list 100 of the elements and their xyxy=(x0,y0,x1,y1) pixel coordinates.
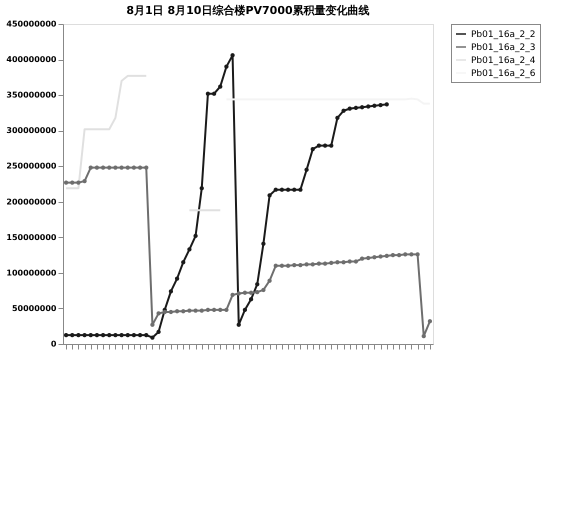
y-tick-label: 450000000 xyxy=(6,20,57,28)
point xyxy=(316,262,322,266)
point xyxy=(193,308,198,313)
point xyxy=(267,278,272,283)
point xyxy=(372,104,377,108)
point xyxy=(255,290,260,294)
y-tick-label: 0 xyxy=(50,340,57,348)
point xyxy=(428,319,432,324)
point xyxy=(218,308,222,312)
point xyxy=(329,143,334,148)
point xyxy=(126,166,130,170)
point xyxy=(360,256,364,261)
point xyxy=(298,188,303,192)
point xyxy=(329,260,334,266)
point xyxy=(248,297,254,302)
point xyxy=(384,254,389,258)
point xyxy=(354,259,358,264)
point xyxy=(341,108,346,113)
point xyxy=(298,262,303,268)
point xyxy=(322,262,328,266)
point xyxy=(261,288,266,292)
point xyxy=(156,330,161,334)
point xyxy=(144,332,148,338)
chart-title: 8月1日 8月10日综合楼PV7000累积量变化曲线 xyxy=(126,4,370,17)
point xyxy=(70,332,74,338)
point xyxy=(341,260,346,264)
point xyxy=(230,53,235,58)
point xyxy=(94,332,100,338)
point xyxy=(280,188,284,192)
point xyxy=(335,260,340,264)
y-tick-label: 400000000 xyxy=(6,55,57,64)
point xyxy=(304,262,309,266)
point xyxy=(403,252,408,257)
point xyxy=(113,166,118,170)
point xyxy=(82,179,87,184)
point xyxy=(82,332,87,338)
point xyxy=(224,308,229,312)
point xyxy=(409,252,414,257)
point xyxy=(181,260,186,264)
point xyxy=(354,106,358,110)
point xyxy=(335,116,340,120)
point xyxy=(132,166,136,170)
point xyxy=(144,166,148,170)
point xyxy=(107,166,112,170)
point xyxy=(150,322,155,327)
point xyxy=(372,255,377,260)
point xyxy=(348,106,352,111)
point xyxy=(200,308,204,313)
point xyxy=(248,290,254,295)
legend-label: Pb01_16a_2_3 xyxy=(471,43,536,53)
point xyxy=(119,332,124,338)
point xyxy=(181,309,186,314)
y-tick-label: 200000000 xyxy=(6,197,57,206)
point xyxy=(156,311,161,316)
point xyxy=(168,310,174,314)
point xyxy=(174,276,180,281)
point xyxy=(64,332,68,338)
point xyxy=(212,92,216,96)
point xyxy=(94,166,100,170)
y-tick-label: 150000000 xyxy=(6,232,57,242)
point xyxy=(396,252,402,258)
point xyxy=(132,332,136,338)
point xyxy=(236,322,241,327)
point xyxy=(206,92,210,96)
point xyxy=(88,332,93,338)
point xyxy=(218,84,222,89)
point xyxy=(88,166,93,170)
point xyxy=(126,332,130,338)
point xyxy=(390,252,396,258)
point xyxy=(378,102,383,108)
point xyxy=(286,264,290,268)
point xyxy=(150,335,155,340)
y-tick-label: 250000000 xyxy=(6,162,57,171)
point xyxy=(348,259,352,264)
point xyxy=(107,332,112,338)
legend-label: Pb01_16a_2_4 xyxy=(471,56,536,66)
point xyxy=(242,290,248,295)
point xyxy=(274,188,278,192)
point xyxy=(280,264,284,268)
point xyxy=(292,262,296,268)
point xyxy=(415,252,420,257)
point xyxy=(138,166,142,170)
point xyxy=(267,193,272,198)
point xyxy=(200,186,204,190)
point xyxy=(310,262,315,266)
point xyxy=(138,332,142,338)
y-tick-label: 300000000 xyxy=(6,126,57,136)
point xyxy=(360,105,364,110)
point xyxy=(100,166,106,170)
point xyxy=(230,292,235,298)
point xyxy=(119,166,124,170)
point xyxy=(322,143,328,148)
point xyxy=(100,332,106,338)
point xyxy=(286,188,290,192)
point xyxy=(187,247,192,252)
point xyxy=(384,102,389,106)
point xyxy=(224,64,229,69)
point xyxy=(310,147,315,152)
legend-label: Pb01_16a_2_2 xyxy=(471,30,536,40)
point xyxy=(292,188,296,192)
